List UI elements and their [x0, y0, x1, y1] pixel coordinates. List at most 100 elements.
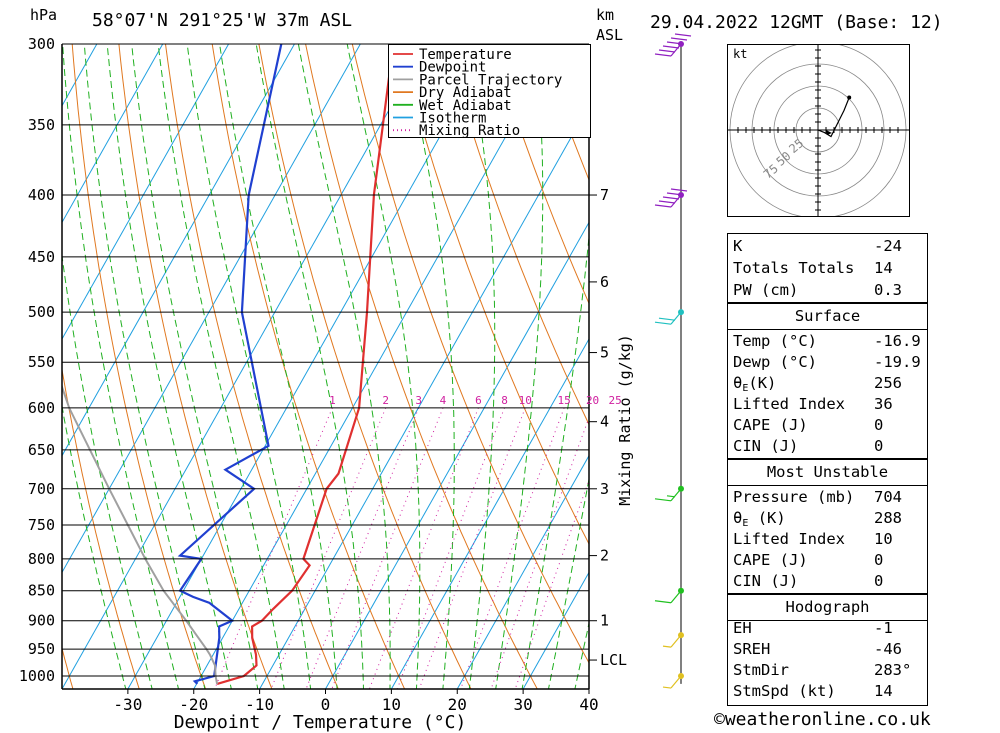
indices-box: K -24 Totals Totals 14 PW (cm) 0.3 [727, 233, 928, 303]
eh-label: EH [733, 619, 752, 637]
pressure-tick-label: 550 [28, 353, 55, 371]
dry-adiabat-line [165, 44, 339, 689]
mixing-ratio-axis-title: Mixing Ratio (g/kg) [616, 334, 634, 506]
wind-barb-flag [654, 53, 672, 57]
sreh-value: -46 [874, 640, 902, 658]
wind-barb-half [662, 686, 672, 689]
hodograph-unit-label: kt [733, 47, 748, 61]
x-tick-label: -20 [179, 695, 208, 714]
dry-adiabat-line [398, 44, 589, 546]
hodograph-table-title: Hodograph [785, 598, 870, 616]
pw-value: 0.3 [874, 281, 902, 299]
x-tick-label: 10 [382, 695, 401, 714]
surface-cape-value: 0 [874, 416, 884, 434]
isotherm-line [62, 44, 295, 457]
pressure-tick-label: 850 [28, 582, 55, 600]
height-tick-label: 1 [600, 612, 609, 630]
mu-cin-value: 0 [874, 572, 884, 590]
hodograph-trace [817, 97, 850, 138]
mu-li-value: 10 [874, 530, 893, 548]
wind-barb [654, 311, 682, 325]
hodograph: 25 50 75 kt [727, 44, 910, 217]
surface-temp-value: -16.9 [874, 332, 921, 350]
isotherm-line [193, 44, 559, 689]
legend-item-label: Temperature [419, 47, 512, 63]
wind-barb-half [662, 645, 672, 648]
x-tick-label: 30 [513, 695, 532, 714]
surface-cin-label: CIN (J) [733, 437, 799, 455]
wind-barb-half [666, 495, 676, 498]
dry-adiabat-line [62, 366, 140, 689]
pw-label: PW (cm) [733, 281, 799, 299]
surface-title: Surface [794, 307, 861, 325]
height-tick-label: 7 [600, 186, 609, 204]
dry-adiabat-line [959, 44, 1000, 692]
wet-adiabat-line [106, 44, 232, 689]
surface-cin-value: 0 [874, 437, 884, 455]
pressure-tick-label: 1000 [19, 667, 55, 685]
wind-barb-flag [654, 498, 672, 502]
x-tick-label: 40 [579, 695, 598, 714]
wind-barb-flag [662, 45, 680, 49]
mixing-ratio-label: 3 [415, 394, 422, 407]
totals-totals-value: 14 [874, 259, 893, 277]
wet-adiabat-line [403, 44, 455, 689]
mu-pressure-value: 704 [874, 488, 902, 506]
wind-barb [654, 590, 682, 604]
mixing-ratio-label: 25 [609, 394, 622, 407]
isotherm-line [127, 44, 493, 689]
mixing-ratio-label: 4 [440, 394, 447, 407]
dry-adiabat-line [445, 44, 589, 426]
isotherm-line [62, 44, 164, 224]
wet-adiabat-line [62, 252, 153, 689]
surface-temp-label: Temp (°C) [733, 332, 817, 350]
legend-item-label: Isotherm [419, 111, 486, 127]
k-index-label: K [733, 237, 743, 255]
wet-adiabat-line [186, 44, 312, 689]
wind-barb [654, 188, 688, 208]
pressure-tick-label: 700 [28, 480, 55, 498]
mixing-ratio-label: 10 [519, 394, 532, 407]
isotherm-line [522, 571, 589, 689]
wind-barb-staff [670, 194, 682, 208]
surface-theta-label: θE(K) [733, 374, 777, 394]
dry-adiabat-line [491, 44, 589, 305]
x-tick-label: 0 [321, 695, 331, 714]
mu-theta-label: θE (K) [733, 509, 786, 529]
wet-adiabat-line [467, 44, 496, 689]
stmspd-label: StmSpd (kt) [733, 682, 836, 700]
wet-adiabat-line [219, 44, 338, 689]
mixing-ratio-label: 20 [586, 394, 599, 407]
isotherm-line [456, 454, 589, 689]
hodograph-table: Hodograph EH -1 SREH -46 StmDir 283° StmSpd… [727, 594, 928, 706]
pressure-tick-label: 500 [28, 303, 55, 321]
wind-barb-staff [670, 488, 682, 502]
wet-adiabat-line [62, 44, 180, 689]
wet-adiabat-line [495, 44, 544, 689]
copyright-link[interactable]: ©weatheronline.co.uk [714, 709, 931, 730]
legend-item-label: Wet Adiabat [419, 98, 512, 114]
wind-barb-flag [658, 200, 676, 204]
pressure-tick-label: 350 [28, 116, 55, 134]
wet-adiabat-line [255, 44, 365, 689]
mixing-ratio-label: 1 [329, 394, 336, 407]
eh-value: -1 [874, 619, 893, 637]
hodograph-end-dot [847, 95, 852, 100]
isotherm-line [390, 338, 589, 689]
wind-barb-flag [674, 33, 692, 37]
wind-barb [654, 33, 692, 57]
totals-totals-label: Totals Totals [733, 259, 855, 277]
isotherm-line [62, 44, 361, 574]
pressure-tick-label: 750 [28, 516, 55, 534]
most-unstable-title: Most Unstable [766, 463, 889, 481]
wind-barb-staff [670, 311, 682, 325]
legend: Temperature Dewpoint Parcel Trajectory Dry … [388, 44, 591, 138]
isotherm-line [259, 104, 589, 689]
dry-adiabat-line [351, 44, 589, 664]
isotherm-line [0, 44, 31, 689]
wind-barb [662, 634, 682, 648]
mu-cape-value: 0 [874, 551, 884, 569]
pressure-unit-label: hPa [30, 6, 58, 24]
stmspd-value: 14 [874, 682, 893, 700]
dry-adiabat-line [258, 44, 472, 689]
